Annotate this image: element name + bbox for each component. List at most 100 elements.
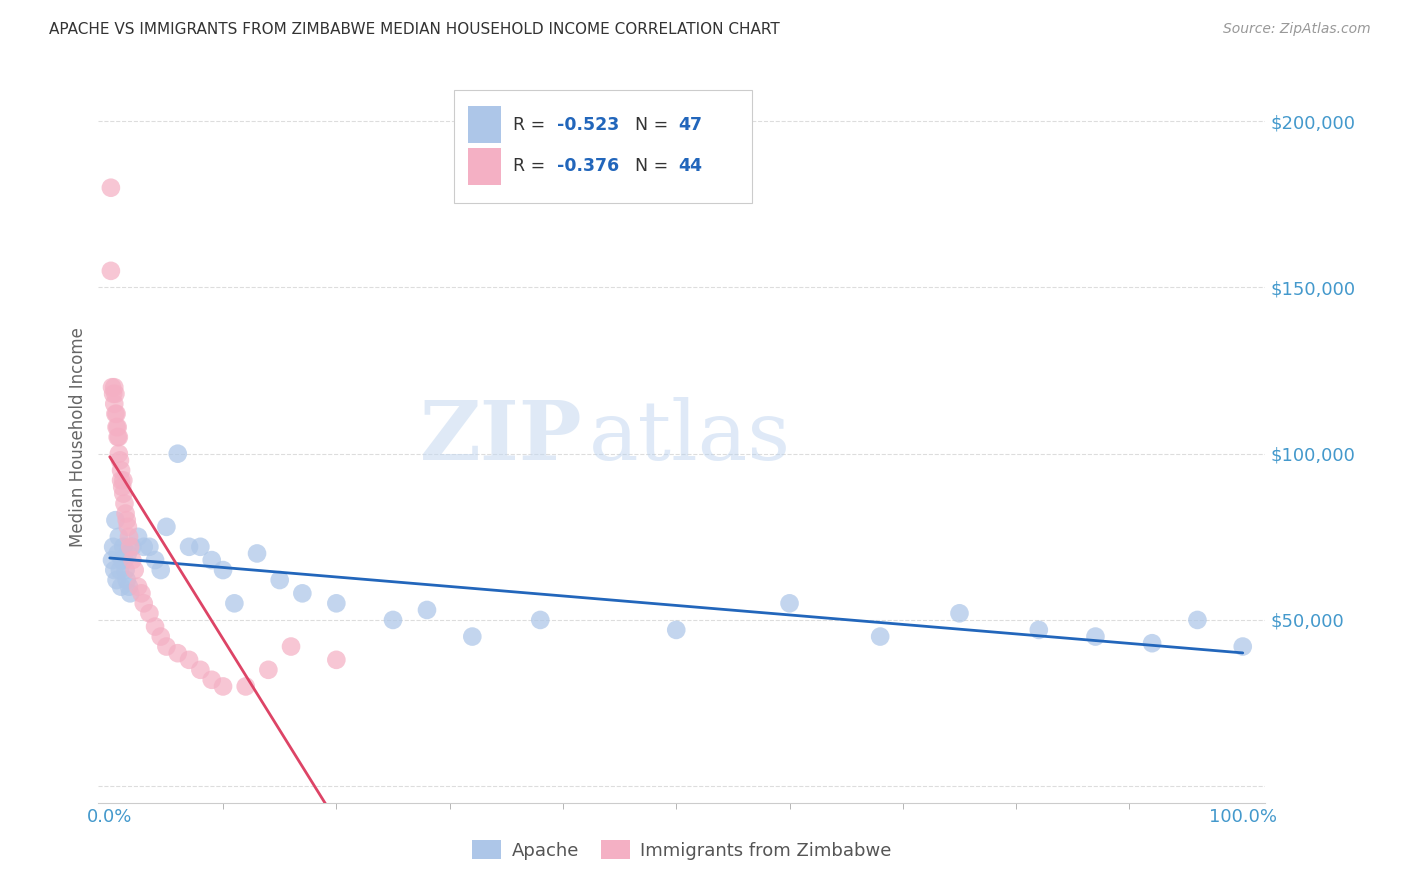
Text: N =: N = [636, 158, 673, 176]
Point [124, 563, 146, 577]
Point [107, 420, 129, 434]
Point [257, 663, 280, 677]
Point [104, 513, 127, 527]
Text: -0.523: -0.523 [557, 116, 619, 134]
FancyBboxPatch shape [468, 148, 501, 185]
Point [112, 540, 135, 554]
FancyBboxPatch shape [454, 90, 752, 203]
Point [1187, 613, 1209, 627]
Point [118, 530, 141, 544]
Point [1084, 630, 1107, 644]
Point [117, 546, 139, 560]
Point [461, 630, 484, 644]
Point [143, 619, 166, 633]
Point [177, 540, 200, 554]
Point [1140, 636, 1163, 650]
Text: R =: R = [513, 158, 550, 176]
Point [108, 563, 131, 577]
Point [1028, 623, 1050, 637]
Point [149, 563, 172, 577]
Point [212, 563, 235, 577]
Point [246, 546, 269, 560]
Text: APACHE VS IMMIGRANTS FROM ZIMBABWE MEDIAN HOUSEHOLD INCOME CORRELATION CHART: APACHE VS IMMIGRANTS FROM ZIMBABWE MEDIA… [49, 22, 780, 37]
Point [291, 586, 314, 600]
Point [107, 546, 129, 560]
Point [212, 680, 235, 694]
Point [416, 603, 439, 617]
Point [120, 586, 142, 600]
Point [101, 380, 124, 394]
Point [325, 653, 347, 667]
Point [118, 580, 141, 594]
Legend: Apache, Immigrants from Zimbabwe: Apache, Immigrants from Zimbabwe [472, 840, 891, 860]
Point [138, 540, 160, 554]
Point [115, 573, 138, 587]
Point [127, 580, 149, 594]
Point [104, 387, 127, 401]
Point [114, 507, 136, 521]
Point [110, 463, 132, 477]
Point [108, 530, 131, 544]
Point [108, 453, 131, 467]
Point [235, 680, 257, 694]
Point [382, 613, 405, 627]
Point [108, 447, 131, 461]
Point [110, 473, 132, 487]
Point [280, 640, 302, 654]
Point [166, 646, 188, 660]
Y-axis label: Median Household Income: Median Household Income [69, 327, 87, 547]
Point [101, 553, 124, 567]
Point [190, 540, 212, 554]
Point [155, 520, 177, 534]
Point [325, 596, 347, 610]
Point [114, 553, 136, 567]
Point [114, 563, 136, 577]
Point [779, 596, 801, 610]
Point [665, 623, 688, 637]
Point [155, 640, 177, 654]
Point [112, 486, 135, 500]
Point [201, 553, 224, 567]
Point [101, 387, 124, 401]
Point [105, 573, 128, 587]
Point [120, 540, 142, 554]
Point [177, 653, 200, 667]
Point [869, 630, 891, 644]
Point [121, 540, 143, 554]
Point [108, 430, 131, 444]
Text: 47: 47 [679, 116, 703, 134]
Text: 44: 44 [679, 158, 703, 176]
Point [190, 663, 212, 677]
Point [131, 586, 153, 600]
Point [111, 480, 134, 494]
Point [103, 397, 125, 411]
Point [166, 447, 188, 461]
Point [224, 596, 246, 610]
Text: N =: N = [636, 116, 673, 134]
Point [103, 563, 125, 577]
Point [115, 513, 138, 527]
Point [143, 553, 166, 567]
Point [132, 540, 155, 554]
Point [529, 613, 551, 627]
Point [132, 596, 155, 610]
Point [105, 420, 128, 434]
Point [201, 673, 224, 687]
Point [100, 180, 122, 194]
Point [114, 497, 136, 511]
Point [101, 540, 124, 554]
Text: Source: ZipAtlas.com: Source: ZipAtlas.com [1223, 22, 1371, 37]
Point [269, 573, 291, 587]
Point [105, 407, 128, 421]
Point [149, 630, 172, 644]
Text: ZIP: ZIP [420, 397, 582, 477]
FancyBboxPatch shape [468, 106, 501, 143]
Point [103, 380, 125, 394]
Point [104, 407, 127, 421]
Point [121, 553, 143, 567]
Point [138, 607, 160, 621]
Text: R =: R = [513, 116, 550, 134]
Point [1232, 640, 1254, 654]
Point [112, 473, 135, 487]
Point [110, 580, 132, 594]
